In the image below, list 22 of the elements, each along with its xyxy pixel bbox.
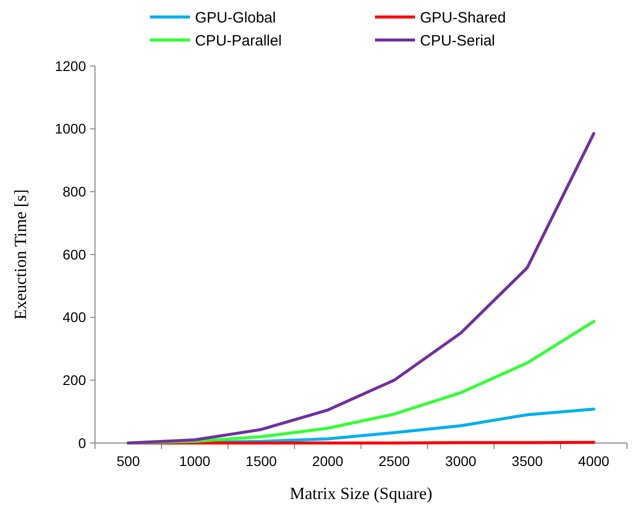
legend-label: GPU-Shared [420,9,506,26]
legend-label: CPU-Parallel [195,32,282,50]
y-tick-label: 600 [62,246,86,262]
x-tick-label: 500 [116,453,140,469]
x-axis-title: Matrix Size (Square) [290,484,432,503]
line-series [126,132,596,444]
x-tick-label: 2000 [312,453,344,469]
y-tick-label: 800 [62,184,86,200]
legend-label: CPU-Serial [420,32,496,50]
y-tick-label: 1200 [54,58,86,74]
x-tick-label: 1500 [246,453,278,469]
y-axis-title: Exeuction Time [s] [11,189,30,320]
y-tick-label: 1000 [54,120,86,137]
x-tick-label: 3500 [512,453,544,469]
x-tick-label: 4000 [578,453,610,469]
x-tick-label: 2500 [378,453,410,469]
y-tick-label: 400 [62,309,86,326]
y-tick-label: 200 [62,372,86,388]
legend-label: GPU-Global [195,9,276,26]
x-tick-label: 1000 [179,453,211,469]
y-tick-label: 0 [78,434,86,451]
x-tick-label: 3000 [445,453,477,469]
